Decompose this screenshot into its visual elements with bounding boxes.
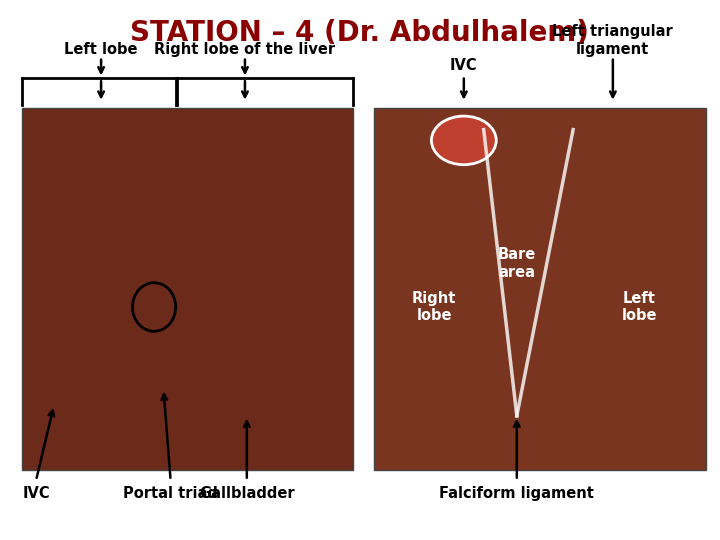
Text: Right lobe of the liver: Right lobe of the liver: [154, 42, 336, 57]
Text: Left lobe: Left lobe: [64, 42, 138, 57]
FancyBboxPatch shape: [22, 108, 353, 470]
Text: IVC: IVC: [22, 486, 50, 501]
Text: Right
lobe: Right lobe: [412, 291, 456, 323]
Text: STATION – 4 (Dr. Abdulhalem): STATION – 4 (Dr. Abdulhalem): [130, 19, 590, 47]
Text: Left triangular
ligament: Left triangular ligament: [552, 24, 673, 57]
Text: IVC: IVC: [450, 58, 477, 73]
Text: Falciform ligament: Falciform ligament: [439, 486, 594, 501]
Circle shape: [431, 116, 496, 165]
FancyBboxPatch shape: [374, 108, 706, 470]
Text: Bare
area: Bare area: [498, 247, 536, 280]
Text: Left
lobe: Left lobe: [621, 291, 657, 323]
Text: Gallbladder: Gallbladder: [199, 486, 294, 501]
Text: Portal triad: Portal triad: [123, 486, 218, 501]
